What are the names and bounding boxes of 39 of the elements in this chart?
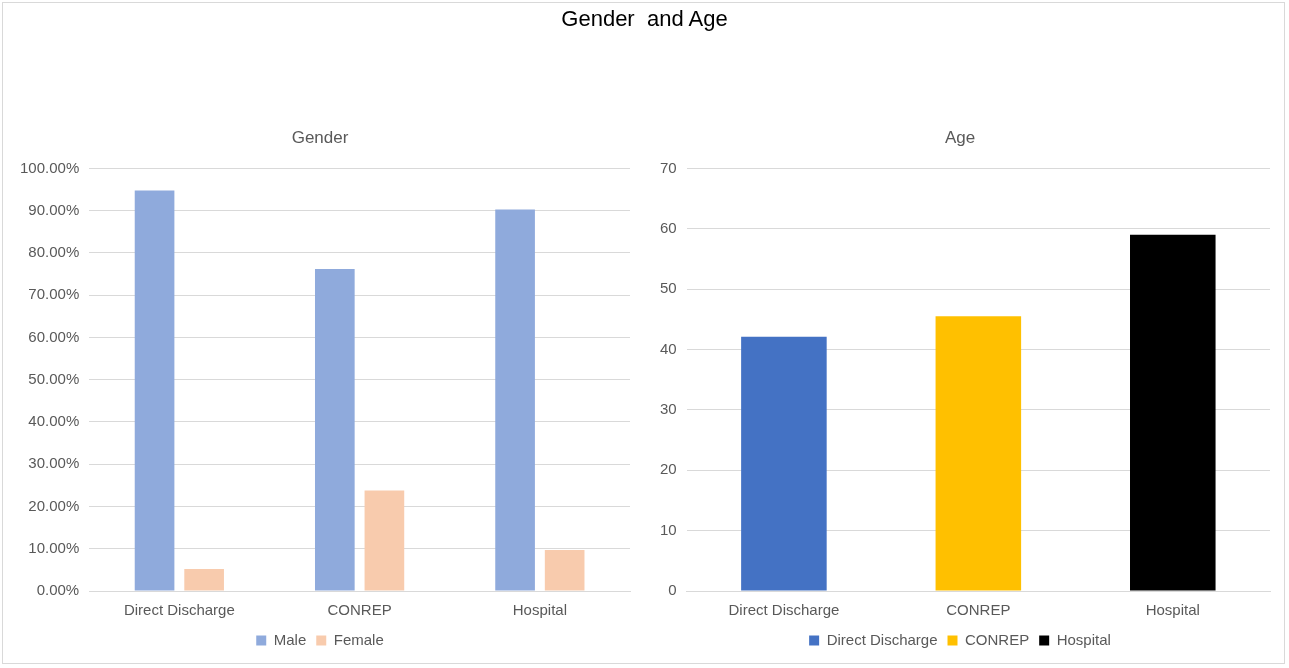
bar [314, 268, 355, 591]
y-tick-label: 60.00% [28, 327, 80, 345]
legend-label: Female [333, 630, 384, 648]
text: Gender and Age [560, 6, 729, 32]
x-tick-label: CONREP [327, 601, 392, 619]
bar [495, 209, 535, 591]
chart-title: Gender [291, 127, 349, 147]
y-tick-label: 40 [660, 339, 677, 357]
x-tick-label: Direct Discharge [123, 601, 235, 619]
y-tick-label: 70.00% [28, 285, 80, 303]
y-tick-label: 20.00% [28, 496, 80, 514]
y-tick-label: 90.00% [28, 200, 80, 218]
x-tick-label: Direct Discharge [728, 601, 840, 619]
legend-label: CONREP [965, 630, 1030, 648]
chart-title: Age [944, 127, 976, 147]
bar [364, 490, 405, 591]
x-tick-label: CONREP [946, 601, 1011, 619]
y-tick-label: 50.00% [28, 369, 80, 387]
legend-label: Hospital [1056, 630, 1111, 648]
legend-label: Direct Discharge [826, 630, 938, 648]
y-tick-label: 100.00% [20, 158, 80, 176]
bar [134, 190, 175, 591]
y-tick-label: 50 [660, 279, 677, 297]
y-tick-label: 0.00% [36, 581, 80, 599]
legend-label: Male [273, 630, 307, 648]
y-tick-label: 20 [660, 460, 677, 478]
x-tick-label: Hospital [512, 601, 567, 619]
y-tick-label: 70 [660, 158, 677, 176]
y-tick-label: 10 [660, 520, 677, 538]
y-tick-label: 10.00% [28, 538, 80, 556]
bar [544, 550, 585, 591]
y-tick-label: 60 [660, 218, 677, 236]
y-tick-label: 40.00% [28, 412, 80, 430]
y-tick-label: 30 [660, 400, 677, 418]
bar [184, 569, 224, 591]
y-tick-label: 80.00% [28, 243, 80, 261]
y-tick-label: 0 [668, 581, 677, 599]
x-tick-label: Hospital [1145, 601, 1200, 619]
y-tick-label: 30.00% [28, 454, 80, 472]
